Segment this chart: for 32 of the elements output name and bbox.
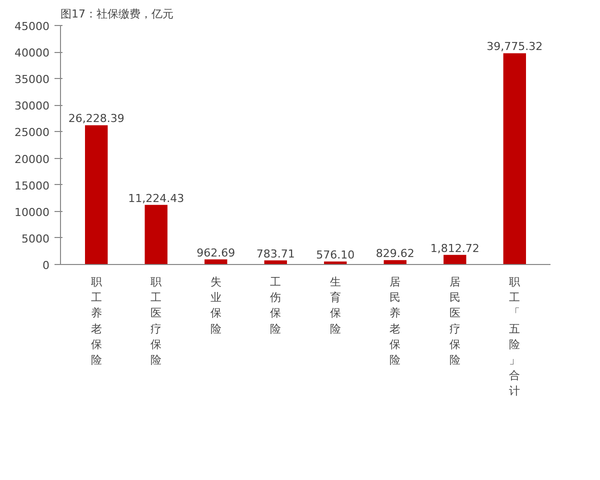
y-tick-label: 0 (42, 259, 50, 272)
data-label: 576.10 (316, 248, 355, 262)
x-tick-label: 失业保险 (210, 276, 222, 336)
data-label: 11,224.43 (128, 192, 184, 205)
data-label: 1,812.72 (430, 242, 480, 255)
y-tick-label: 20000 (14, 152, 50, 166)
data-label: 783.71 (256, 247, 295, 260)
bar (503, 53, 526, 264)
x-tick-label: 职工「五险」合计 (509, 276, 520, 398)
x-tick-label: 居民养老保险 (390, 276, 401, 366)
data-label: 39,775.32 (486, 40, 543, 54)
bar (144, 204, 168, 264)
y-tick-label: 25000 (14, 126, 50, 140)
chart-title: 图17：社保缴费，亿元 (60, 8, 174, 20)
y-tick-label: 10000 (14, 206, 50, 219)
x-tick-label: 工伤保险 (270, 276, 282, 336)
data-label: 26,228.39 (68, 112, 124, 126)
bar (444, 254, 466, 264)
y-tick-label: 40000 (14, 46, 50, 60)
data-label: 962.69 (196, 246, 236, 260)
y-tick-label: 15000 (14, 179, 50, 192)
x-tick-label: 居民医疗保险 (449, 276, 460, 366)
x-tick-label: 生育保险 (330, 276, 341, 336)
y-tick-label: 30000 (14, 100, 50, 113)
y-tick-label: 5000 (22, 232, 50, 246)
y-tick-label: 35000 (14, 73, 50, 86)
bar (384, 260, 406, 264)
y-tick-label: 45000 (14, 20, 50, 33)
data-label: 829.62 (376, 247, 414, 260)
x-tick-label: 职工养老保险 (90, 276, 102, 366)
bar (85, 125, 108, 264)
x-tick-label: 职工医疗保险 (150, 276, 162, 366)
